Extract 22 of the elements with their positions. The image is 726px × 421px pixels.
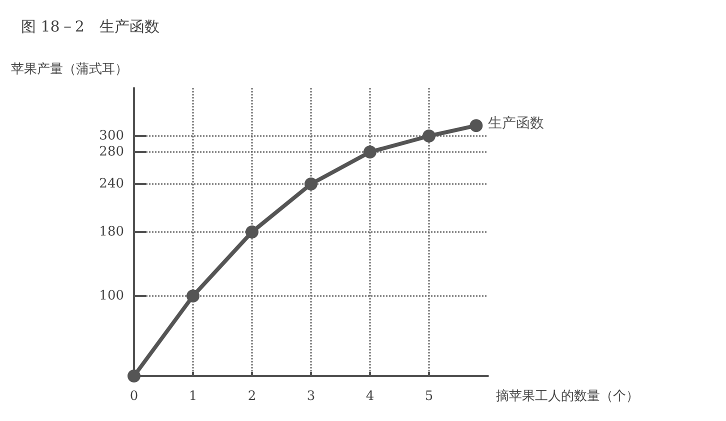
- point: [128, 370, 140, 382]
- point: [470, 119, 483, 132]
- x-tick-label: 1: [188, 389, 198, 404]
- y-tick-label: 300: [99, 128, 124, 144]
- x-tick-label: 3: [306, 389, 316, 404]
- point: [304, 178, 318, 190]
- y-tick-label: 280: [99, 144, 124, 160]
- chart-title: 图 18－2 生产函数: [21, 18, 160, 36]
- point: [364, 146, 376, 158]
- y-tick-label: 100: [99, 288, 124, 304]
- x-tick-label: 0: [130, 389, 138, 404]
- x-tick-label: 2: [248, 389, 256, 404]
- point: [422, 130, 436, 142]
- series-label: 生产函数: [488, 116, 544, 132]
- y-tick-label: 240: [99, 176, 124, 192]
- x-tick-label: 5: [424, 389, 434, 404]
- point: [186, 290, 200, 302]
- point: [246, 226, 258, 238]
- x-tick-label: 4: [366, 389, 374, 404]
- y-axis-title: 苹果产量（蒲式耳）: [11, 62, 128, 77]
- x-axis-title: 摘苹果工人的数量（个）: [496, 389, 639, 404]
- y-tick-label: 180: [99, 224, 124, 240]
